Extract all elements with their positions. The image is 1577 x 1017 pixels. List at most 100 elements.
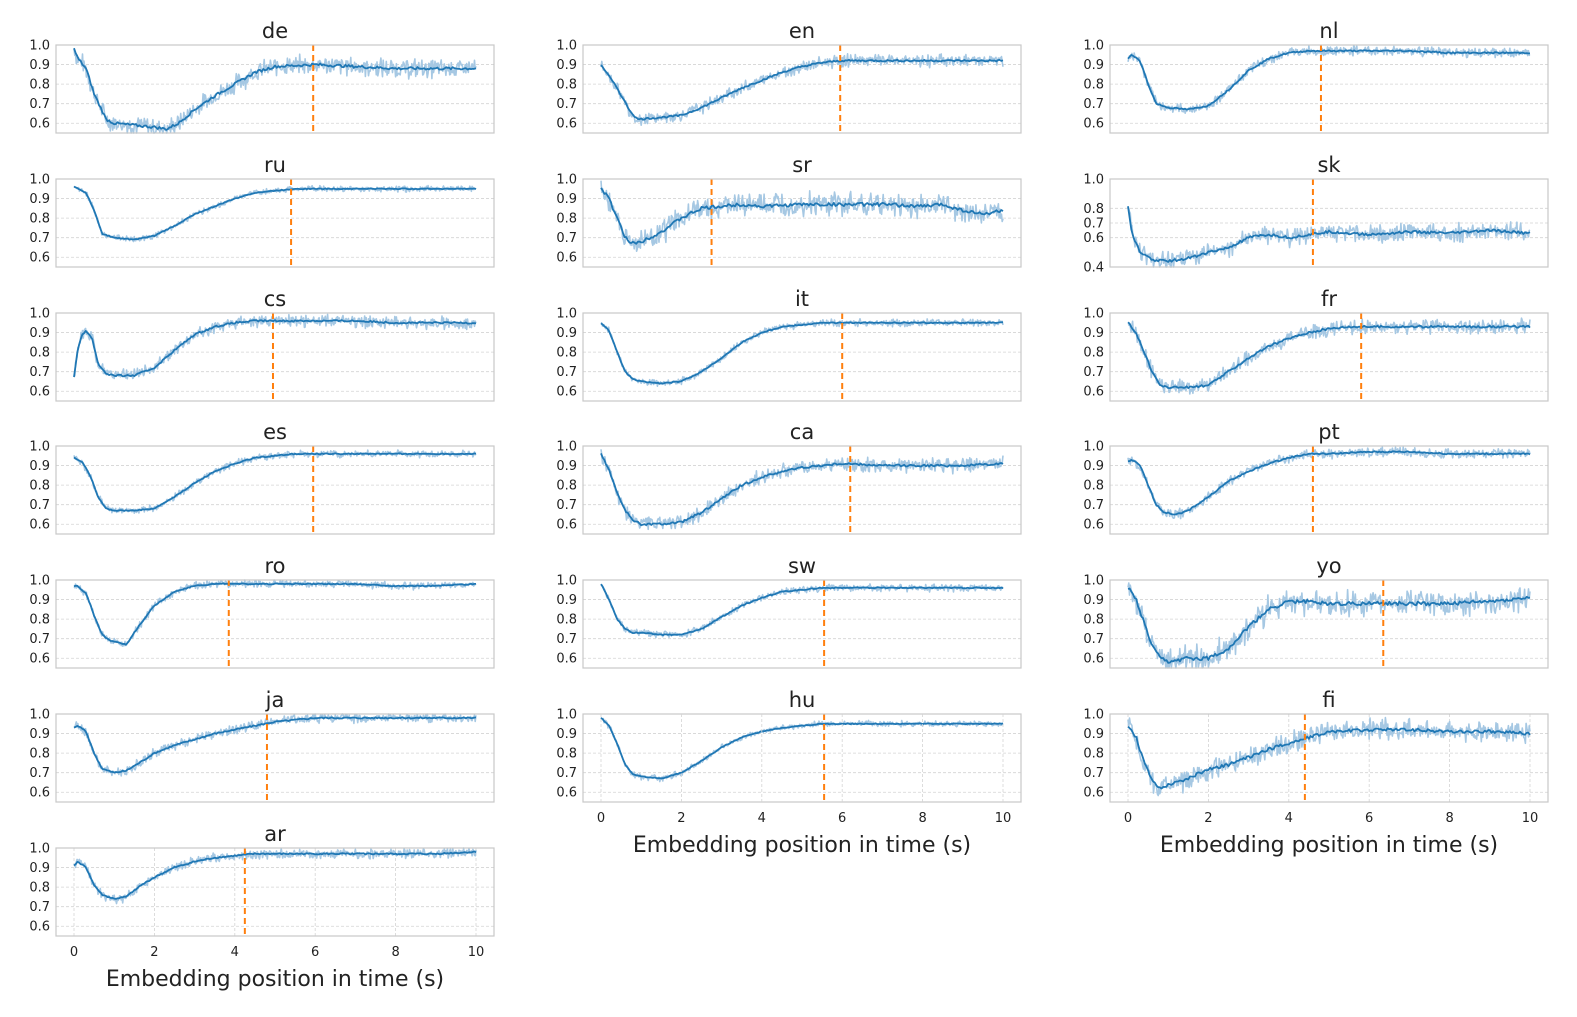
panel-ro: 0.6 0.7 0.8 0.9 1.0 ro (29, 554, 495, 669)
raw-signal-pt (1127, 446, 1531, 520)
mean-line-en (600, 58, 1004, 121)
panel-title-fr: fr (1321, 287, 1337, 311)
raw-signal-sw (600, 583, 1004, 639)
panel-title-sk: sk (1317, 153, 1341, 177)
xtick-label-hu-1: 2 (677, 811, 685, 826)
raw-signal-en (600, 52, 1004, 126)
mean-line-fi (1127, 725, 1531, 790)
panel-title-ca: ca (790, 420, 814, 444)
panel-frame-ja (55, 713, 495, 803)
xtick-label-ar-3: 6 (311, 945, 319, 960)
ytick-label-en-4: 1.0 (556, 39, 577, 54)
ytick-label-yo-4: 1.0 (1083, 574, 1104, 589)
mean-line-sk (1127, 206, 1531, 263)
xtick-label-fi-3: 6 (1365, 811, 1373, 826)
ytick-label-sk-2: 0.7 (1083, 217, 1104, 232)
ytick-label-de-1: 0.7 (29, 97, 50, 112)
mean-line-es (73, 452, 477, 512)
panel-title-yo: yo (1316, 554, 1341, 578)
ytick-label-fr-0: 0.6 (1083, 385, 1104, 400)
ytick-label-nl-4: 1.0 (1083, 39, 1104, 54)
panel-frame-hu (582, 713, 1022, 803)
ytick-label-ja-0: 0.6 (29, 786, 50, 801)
ytick-label-ru-2: 0.8 (29, 212, 50, 227)
ytick-label-pt-2: 0.8 (1083, 479, 1104, 494)
ytick-label-yo-1: 0.7 (1083, 632, 1104, 647)
panel-ar: 0.6 0.7 0.8 0.9 1.0 0 2 4 6 8 10 ar (29, 822, 495, 960)
panel-title-ru: ru (264, 153, 286, 177)
panel-frame-fr (1109, 312, 1549, 402)
ytick-label-en-0: 0.6 (556, 117, 577, 132)
panel-frame-es (55, 445, 495, 535)
panel-title-fi: fi (1322, 688, 1335, 712)
xtick-label-fi-5: 10 (1522, 811, 1539, 826)
ytick-label-ar-4: 1.0 (29, 842, 50, 857)
ytick-label-cs-2: 0.8 (29, 346, 50, 361)
mean-line-nl (1127, 49, 1530, 111)
panel-frame-ar (55, 847, 495, 937)
xtick-label-hu-2: 4 (758, 811, 766, 826)
panel-frame-en (582, 44, 1022, 134)
raw-signal-hu (600, 717, 1004, 783)
panels-layer: 0.60.70.80.91.0de0.60.70.80.91.0en0.60.7… (29, 19, 1549, 960)
mean-line-hu (600, 717, 1004, 780)
xtick-label-ar-0: 0 (70, 945, 78, 960)
xlabel-col1: Embedding position in time (s) (106, 967, 444, 992)
panel-frame-ca (582, 445, 1022, 535)
mean-line-ru (73, 185, 477, 241)
ytick-label-fi-0: 0.6 (1083, 786, 1104, 801)
ytick-label-sr-2: 0.8 (556, 212, 577, 227)
panel-yo: 0.6 0.7 0.8 0.9 1.0 yo (1083, 554, 1549, 669)
ytick-label-de-2: 0.8 (29, 78, 50, 93)
ytick-label-it-2: 0.8 (556, 346, 577, 361)
panel-frame-sr (582, 178, 1022, 268)
panel-frame-ru (55, 178, 495, 268)
ytick-label-sw-2: 0.8 (556, 613, 577, 628)
panel-nl: 0.6 0.7 0.8 0.9 1.0 nl (1083, 19, 1549, 134)
panel-frame-pt (1109, 445, 1549, 535)
panel-title-sw: sw (788, 554, 816, 578)
panel-pt: 0.6 0.7 0.8 0.9 1.0 pt (1083, 420, 1549, 535)
xtick-label-fi-2: 4 (1285, 811, 1293, 826)
ytick-label-ro-2: 0.8 (29, 613, 50, 628)
ytick-label-it-0: 0.6 (556, 385, 577, 400)
ytick-label-ca-2: 0.8 (556, 479, 577, 494)
panel-title-en: en (789, 19, 815, 43)
raw-signal-it (600, 317, 1004, 388)
mean-line-sr (600, 187, 1004, 245)
ytick-label-sr-3: 0.9 (556, 192, 577, 207)
ytick-label-it-1: 0.7 (556, 365, 577, 380)
ytick-label-ar-3: 0.9 (29, 861, 50, 876)
mean-line-cs (73, 319, 477, 378)
ytick-label-ja-1: 0.7 (29, 766, 50, 781)
xtick-label-fi-4: 8 (1445, 811, 1453, 826)
ytick-label-es-3: 0.9 (29, 459, 50, 474)
ytick-label-it-4: 1.0 (556, 307, 577, 322)
ytick-label-ca-3: 0.9 (556, 459, 577, 474)
ytick-label-cs-4: 1.0 (29, 307, 50, 322)
ytick-label-ru-4: 1.0 (29, 173, 50, 188)
panel-it: 0.6 0.7 0.8 0.9 1.0 it (556, 287, 1022, 402)
raw-signal-fi (1127, 716, 1531, 797)
panel-sk: 0.4 0.60.70.8 1.0 sk (1083, 153, 1549, 276)
panel-frame-sw (582, 579, 1022, 669)
panel-frame-fi (1109, 713, 1549, 803)
ytick-label-en-3: 0.9 (556, 58, 577, 73)
ytick-label-ro-4: 1.0 (29, 574, 50, 589)
panel-frame-de (55, 44, 495, 134)
panel-frame-yo (1109, 579, 1549, 669)
panel-frame-it (582, 312, 1022, 402)
raw-signal-ar (73, 847, 477, 905)
ytick-label-nl-3: 0.9 (1083, 58, 1104, 73)
mean-line-it (600, 321, 1003, 385)
ytick-label-sr-4: 1.0 (556, 173, 577, 188)
ytick-label-sk-1: 0.6 (1083, 231, 1104, 246)
ytick-label-sw-1: 0.7 (556, 632, 577, 647)
panel-title-cs: cs (264, 287, 287, 311)
ytick-label-it-3: 0.9 (556, 326, 577, 341)
ytick-label-ro-0: 0.6 (29, 652, 50, 667)
ytick-label-fi-4: 1.0 (1083, 708, 1104, 723)
ytick-label-ja-4: 1.0 (29, 708, 50, 723)
ytick-label-fi-2: 0.8 (1083, 747, 1104, 762)
xlabel-col3: Embedding position in time (s) (1160, 833, 1498, 858)
